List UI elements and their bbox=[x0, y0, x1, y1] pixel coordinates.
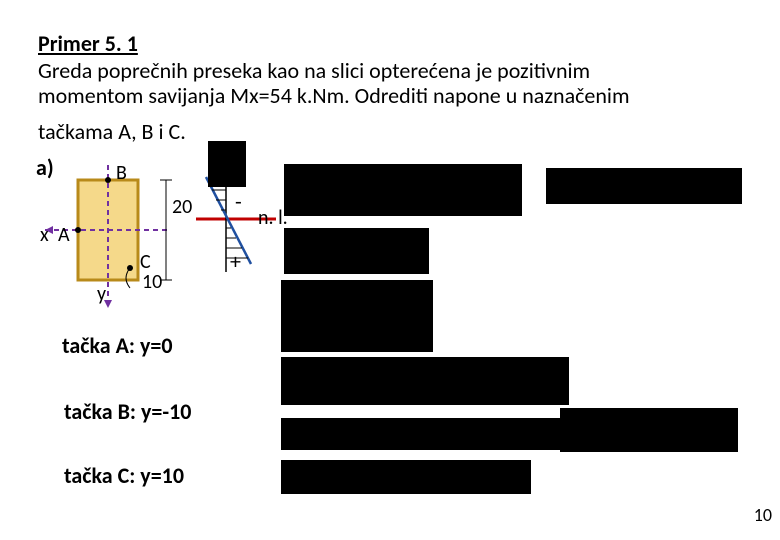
problem-line-2: momentom savijanja Mx=54 k.Nm. Odrediti … bbox=[38, 84, 742, 109]
redaction-box bbox=[284, 228, 429, 274]
redaction-box bbox=[546, 168, 742, 204]
point-B-label: B bbox=[116, 161, 127, 185]
redaction-box bbox=[208, 141, 246, 187]
example-title: Primer 5. 1 bbox=[38, 30, 742, 57]
axis-x-label: x bbox=[40, 223, 49, 247]
problem-line-1: Greda poprečnih preseka kao na slici opt… bbox=[38, 59, 742, 84]
tacka-A-line: tačka A: y=0 bbox=[62, 332, 173, 359]
page-number: 10 bbox=[754, 504, 772, 526]
problem-line-3: tačkama A, B i C. bbox=[38, 118, 742, 145]
redaction-box bbox=[281, 418, 571, 450]
minus-sign: - bbox=[235, 188, 242, 215]
tacka-B-line: tačka B: y=-10 bbox=[64, 398, 191, 425]
redaction-box bbox=[281, 280, 433, 352]
plus-sign: + bbox=[230, 248, 241, 275]
redaction-box bbox=[281, 357, 569, 405]
redaction-box bbox=[284, 164, 522, 216]
tacka-C-line: tačka C: y=10 bbox=[64, 462, 184, 489]
dim-10: 10 bbox=[142, 270, 162, 294]
dim-20: 20 bbox=[172, 195, 192, 219]
redaction-box bbox=[560, 408, 738, 452]
redaction-box bbox=[281, 460, 531, 494]
point-A-label: A bbox=[58, 223, 70, 247]
axis-y-label: y bbox=[97, 282, 106, 306]
